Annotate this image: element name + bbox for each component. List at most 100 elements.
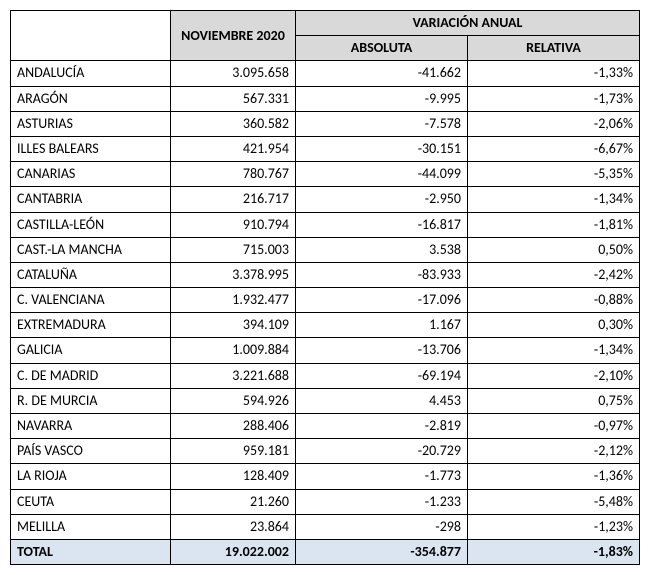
cell-rel: -0,97%: [468, 414, 640, 439]
cell-region: ARAGÓN: [11, 86, 171, 111]
cell-rel: -0,88%: [468, 288, 640, 313]
cell-abs: -9.995: [296, 86, 468, 111]
cell-nov: 594.926: [171, 388, 296, 413]
cell-abs: -41.662: [296, 61, 468, 86]
cell-nov: 21.260: [171, 489, 296, 514]
cell-abs: -44.099: [296, 162, 468, 187]
cell-region: CASTILLA-LEÓN: [11, 212, 171, 237]
cell-abs: 1.167: [296, 313, 468, 338]
cell-nov: 1.009.884: [171, 338, 296, 363]
header-corner: [11, 11, 171, 61]
cell-rel: -2,10%: [468, 363, 640, 388]
cell-region: EXTREMADURA: [11, 313, 171, 338]
cell-rel: -2,06%: [468, 111, 640, 136]
cell-nov: 128.409: [171, 464, 296, 489]
header-nov: NOVIEMBRE 2020: [171, 11, 296, 61]
cell-abs: -20.729: [296, 439, 468, 464]
cell-nov: 3.221.688: [171, 363, 296, 388]
cell-nov: 715.003: [171, 237, 296, 262]
table-row: CASTILLA-LEÓN910.794-16.817-1,81%: [11, 212, 640, 237]
cell-abs: -1.233: [296, 489, 468, 514]
cell-abs: -7.578: [296, 111, 468, 136]
cell-rel: -5,48%: [468, 489, 640, 514]
table-row: ILLES BALEARS421.954-30.151-6,67%: [11, 136, 640, 161]
cell-nov: 288.406: [171, 414, 296, 439]
table-row: MELILLA23.864-298-1,23%: [11, 514, 640, 539]
cell-rel: -1,36%: [468, 464, 640, 489]
cell-nov: 567.331: [171, 86, 296, 111]
cell-nov: 23.864: [171, 514, 296, 539]
table-row: CANTABRIA216.717-2.950-1,34%: [11, 187, 640, 212]
cell-rel: -1,73%: [468, 86, 640, 111]
cell-abs: -16.817: [296, 212, 468, 237]
cell-abs: -83.933: [296, 262, 468, 287]
header-absoluta: ABSOLUTA: [296, 36, 468, 61]
table-row: CANARIAS780.767-44.099-5,35%: [11, 162, 640, 187]
table-row: ARAGÓN567.331-9.995-1,73%: [11, 86, 640, 111]
cell-abs: -2.950: [296, 187, 468, 212]
cell-region: ASTURIAS: [11, 111, 171, 136]
cell-region: NAVARRA: [11, 414, 171, 439]
cell-region: MELILLA: [11, 514, 171, 539]
cell-abs: -30.151: [296, 136, 468, 161]
cell-rel: -6,67%: [468, 136, 640, 161]
cell-rel: 0,75%: [468, 388, 640, 413]
cell-region: ANDALUCÍA: [11, 61, 171, 86]
table-row: CAST.-LA MANCHA715.0033.5380,50%: [11, 237, 640, 262]
cell-nov: 3.095.658: [171, 61, 296, 86]
table-row-total: TOTAL19.022.002-354.877-1,83%: [11, 539, 640, 564]
table-row: CATALUÑA3.378.995-83.933-2,42%: [11, 262, 640, 287]
cell-abs: 4.453: [296, 388, 468, 413]
cell-region: CAST.-LA MANCHA: [11, 237, 171, 262]
table-row: ANDALUCÍA3.095.658-41.662-1,33%: [11, 61, 640, 86]
cell-rel: -1,33%: [468, 61, 640, 86]
cell-rel: -1,23%: [468, 514, 640, 539]
table-row: CEUTA21.260-1.233-5,48%: [11, 489, 640, 514]
cell-rel: -1,34%: [468, 187, 640, 212]
cell-region: CATALUÑA: [11, 262, 171, 287]
cell-abs: -17.096: [296, 288, 468, 313]
table-row: C. DE MADRID3.221.688-69.194-2,10%: [11, 363, 640, 388]
cell-total-abs: -354.877: [296, 539, 468, 564]
cell-abs: -298: [296, 514, 468, 539]
cell-rel: -2,42%: [468, 262, 640, 287]
table-row: LA RIOJA128.409-1.773-1,36%: [11, 464, 640, 489]
cell-nov: 360.582: [171, 111, 296, 136]
cell-region: C. DE MADRID: [11, 363, 171, 388]
cell-rel: 0,30%: [468, 313, 640, 338]
cell-region: CEUTA: [11, 489, 171, 514]
header-variacion: VARIACIÓN ANUAL: [296, 11, 640, 36]
cell-region: CANARIAS: [11, 162, 171, 187]
table-row: PAÍS VASCO959.181-20.729-2,12%: [11, 439, 640, 464]
cell-rel: 0,50%: [468, 237, 640, 262]
cell-nov: 780.767: [171, 162, 296, 187]
table-row: C. VALENCIANA1.932.477-17.096-0,88%: [11, 288, 640, 313]
cell-region: CANTABRIA: [11, 187, 171, 212]
cell-region: LA RIOJA: [11, 464, 171, 489]
table-header: NOVIEMBRE 2020 VARIACIÓN ANUAL ABSOLUTA …: [11, 11, 640, 61]
cell-nov: 394.109: [171, 313, 296, 338]
cell-nov: 3.378.995: [171, 262, 296, 287]
table-row: EXTREMADURA394.1091.1670,30%: [11, 313, 640, 338]
table-row: ASTURIAS360.582-7.578-2,06%: [11, 111, 640, 136]
table-row: GALICIA1.009.884-13.706-1,34%: [11, 338, 640, 363]
table-row: NAVARRA288.406-2.819-0,97%: [11, 414, 640, 439]
cell-rel: -5,35%: [468, 162, 640, 187]
cell-nov: 1.932.477: [171, 288, 296, 313]
cell-total-rel: -1,83%: [468, 539, 640, 564]
cell-abs: -1.773: [296, 464, 468, 489]
cell-region: R. DE MURCIA: [11, 388, 171, 413]
cell-nov: 910.794: [171, 212, 296, 237]
cell-total-label: TOTAL: [11, 539, 171, 564]
cell-rel: -1,81%: [468, 212, 640, 237]
table-row: R. DE MURCIA594.9264.4530,75%: [11, 388, 640, 413]
table-body: ANDALUCÍA3.095.658-41.662-1,33%ARAGÓN567…: [11, 61, 640, 565]
cell-region: C. VALENCIANA: [11, 288, 171, 313]
cell-region: GALICIA: [11, 338, 171, 363]
cell-nov: 421.954: [171, 136, 296, 161]
cell-abs: -2.819: [296, 414, 468, 439]
cell-nov: 959.181: [171, 439, 296, 464]
cell-abs: -69.194: [296, 363, 468, 388]
cell-total-nov: 19.022.002: [171, 539, 296, 564]
cell-region: PAÍS VASCO: [11, 439, 171, 464]
